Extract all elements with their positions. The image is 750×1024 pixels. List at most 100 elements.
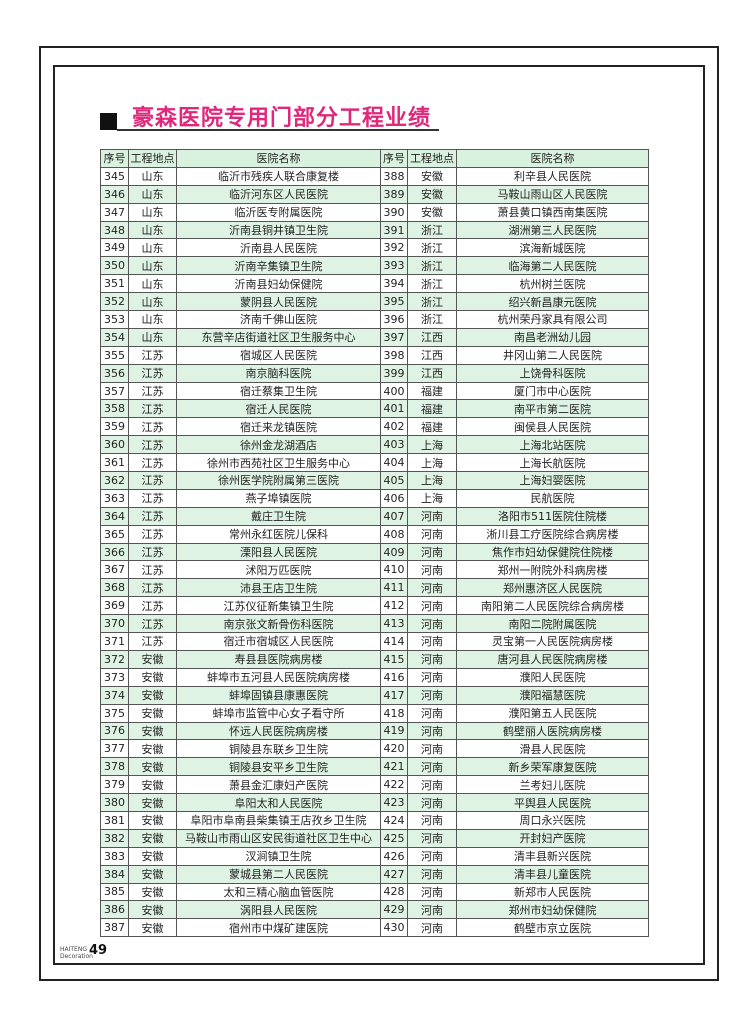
table-row: 350 山东 沂南辛集镇卫生院 393 浙江 临海第二人民医院 (100, 256, 649, 276)
row-location: 河南 (407, 614, 457, 634)
row-no: 369 (100, 596, 129, 616)
row-hospital-name: 焦作市妇幼保健院住院楼 (456, 542, 649, 562)
row-no: 356 (100, 363, 129, 383)
row-location: 江西 (407, 363, 457, 383)
table-row: 374 安徽 蚌埠固镇县康惠医院 417 河南 濮阳福慧医院 (100, 685, 649, 705)
row-hospital-name: 寿县县医院病房楼 (176, 649, 381, 669)
row-no: 361 (100, 453, 129, 473)
row-no: 370 (100, 614, 129, 634)
row-hospital-name: 阜阳太和人民医院 (176, 793, 381, 812)
row-location: 安徽 (128, 667, 177, 687)
row-hospital-name: 郑州惠济区人民医院 (456, 578, 649, 598)
row-hospital-name: 上海长航医院 (456, 453, 649, 473)
table-row: 385 安徽 太和三精心脑血管医院 428 河南 新郑市人民医院 (100, 882, 649, 902)
row-hospital-name: 铜陵县安平乡卫生院 (176, 757, 381, 777)
table-row: 351 山东 沂南县妇幼保健院 394 浙江 杭州树兰医院 (100, 274, 649, 294)
row-no: 385 (100, 882, 129, 902)
row-no: 345 (100, 166, 129, 186)
row-location: 山东 (128, 220, 177, 240)
inner-page-frame (53, 65, 705, 965)
brand-logo: HAITENG Decoration (60, 946, 93, 960)
row-location: 河南 (407, 846, 457, 866)
row-location: 河南 (407, 864, 457, 884)
row-no: 357 (100, 381, 129, 401)
row-no: 426 (380, 846, 408, 866)
row-no: 367 (100, 560, 129, 580)
row-no: 349 (100, 238, 129, 258)
table-row: 382 安徽 马鞍山市雨山区安民街道社区卫生中心 425 河南 开封妇产医院 (100, 828, 649, 848)
row-no: 421 (380, 757, 408, 777)
row-hospital-name: 新郑市人民医院 (456, 882, 649, 902)
row-hospital-name: 萧县金汇康妇产医院 (176, 775, 381, 795)
table-row: 362 江苏 徐州医学院附属第三医院 405 上海 上海妇婴医院 (100, 471, 649, 490)
row-no: 380 (100, 793, 129, 812)
row-location: 江苏 (128, 506, 177, 526)
row-no: 427 (380, 864, 408, 884)
row-hospital-name: 铜陵县东联乡卫生院 (176, 739, 381, 759)
row-no: 410 (380, 560, 408, 580)
row-location: 江西 (407, 345, 457, 365)
row-hospital-name: 南京张文新骨伤科医院 (176, 614, 381, 634)
row-location: 江西 (407, 327, 457, 347)
row-hospital-name: 涡阳县人民医院 (176, 900, 381, 920)
table-row: 352 山东 蒙阴县人民医院 395 浙江 绍兴新昌康元医院 (100, 292, 649, 312)
table-row: 356 江苏 南京脑科医院 399 江西 上饶骨科医院 (100, 363, 649, 383)
row-no: 388 (380, 166, 408, 186)
row-location: 河南 (407, 810, 457, 830)
row-hospital-name: 鹤壁市京立医院 (456, 918, 649, 938)
row-hospital-name: 郑州市妇幼保健院 (456, 900, 649, 920)
row-location: 安徽 (128, 882, 177, 902)
table-row: 373 安徽 蚌埠市五河县人民医院病房楼 416 河南 濮阳人民医院 (100, 667, 649, 687)
row-location: 河南 (407, 685, 457, 705)
row-no: 368 (100, 578, 129, 598)
row-location: 浙江 (407, 310, 457, 329)
row-hospital-name: 江苏仪征新集镇卫生院 (176, 596, 381, 616)
row-location: 河南 (407, 578, 457, 598)
row-no: 409 (380, 542, 408, 562)
row-no: 376 (100, 721, 129, 741)
row-no: 387 (100, 918, 129, 938)
table-row: 364 江苏 戴庄卫生院 407 河南 洛阳市511医院住院楼 (100, 506, 649, 526)
row-hospital-name: 滨海新城医院 (456, 238, 649, 258)
row-location: 河南 (407, 828, 457, 848)
header-no: 序号 (380, 149, 408, 168)
project-table: 序号 工程地点 医院名称 序号 工程地点 医院名称 345 山东 临沂市残疾人联合康… (100, 149, 649, 938)
row-no: 365 (100, 524, 129, 544)
row-hospital-name: 沛县王店卫生院 (176, 578, 381, 598)
row-no: 413 (380, 614, 408, 634)
row-hospital-name: 湖洲第三人民医院 (456, 220, 649, 240)
header-no: 序号 (100, 149, 129, 168)
row-no: 384 (100, 864, 129, 884)
table-row: 360 江苏 徐州金龙湖酒店 403 上海 上海北站医院 (100, 435, 649, 455)
row-no: 402 (380, 417, 408, 437)
row-hospital-name: 徐州医学院附属第三医院 (176, 471, 381, 490)
row-location: 山东 (128, 238, 177, 258)
row-no: 408 (380, 524, 408, 544)
row-no: 381 (100, 810, 129, 830)
row-no: 350 (100, 256, 129, 276)
row-hospital-name: 宿城区人民医院 (176, 345, 381, 365)
row-hospital-name: 蚌埠固镇县康惠医院 (176, 685, 381, 705)
row-hospital-name: 临沂医专附属医院 (176, 202, 381, 222)
table-row: 377 安徽 铜陵县东联乡卫生院 420 河南 滑县人民医院 (100, 739, 649, 759)
row-hospital-name: 沂南县人民医院 (176, 238, 381, 258)
row-no: 392 (380, 238, 408, 258)
row-hospital-name: 宿州市中煤矿建医院 (176, 918, 381, 938)
table-row: 367 江苏 沭阳万匹医院 410 河南 郑州一附院外科病房楼 (100, 560, 649, 580)
row-hospital-name: 蚌埠市五河县人民医院病房楼 (176, 667, 381, 687)
row-hospital-name: 徐州市西苑社区卫生服务中心 (176, 453, 381, 473)
row-no: 362 (100, 471, 129, 490)
row-hospital-name: 井冈山第二人民医院 (456, 345, 649, 365)
row-no: 373 (100, 667, 129, 687)
row-no: 355 (100, 345, 129, 365)
table-row: 365 江苏 常州永红医院儿保科 408 河南 淅川县工疗医院综合病房楼 (100, 524, 649, 544)
row-no: 360 (100, 435, 129, 455)
row-location: 江苏 (128, 632, 177, 651)
row-hospital-name: 溧阳县人民医院 (176, 542, 381, 562)
row-hospital-name: 唐河县人民医院病房楼 (456, 649, 649, 669)
row-no: 407 (380, 506, 408, 526)
row-location: 江苏 (128, 542, 177, 562)
row-location: 江苏 (128, 524, 177, 544)
row-no: 395 (380, 292, 408, 312)
row-no: 358 (100, 399, 129, 419)
